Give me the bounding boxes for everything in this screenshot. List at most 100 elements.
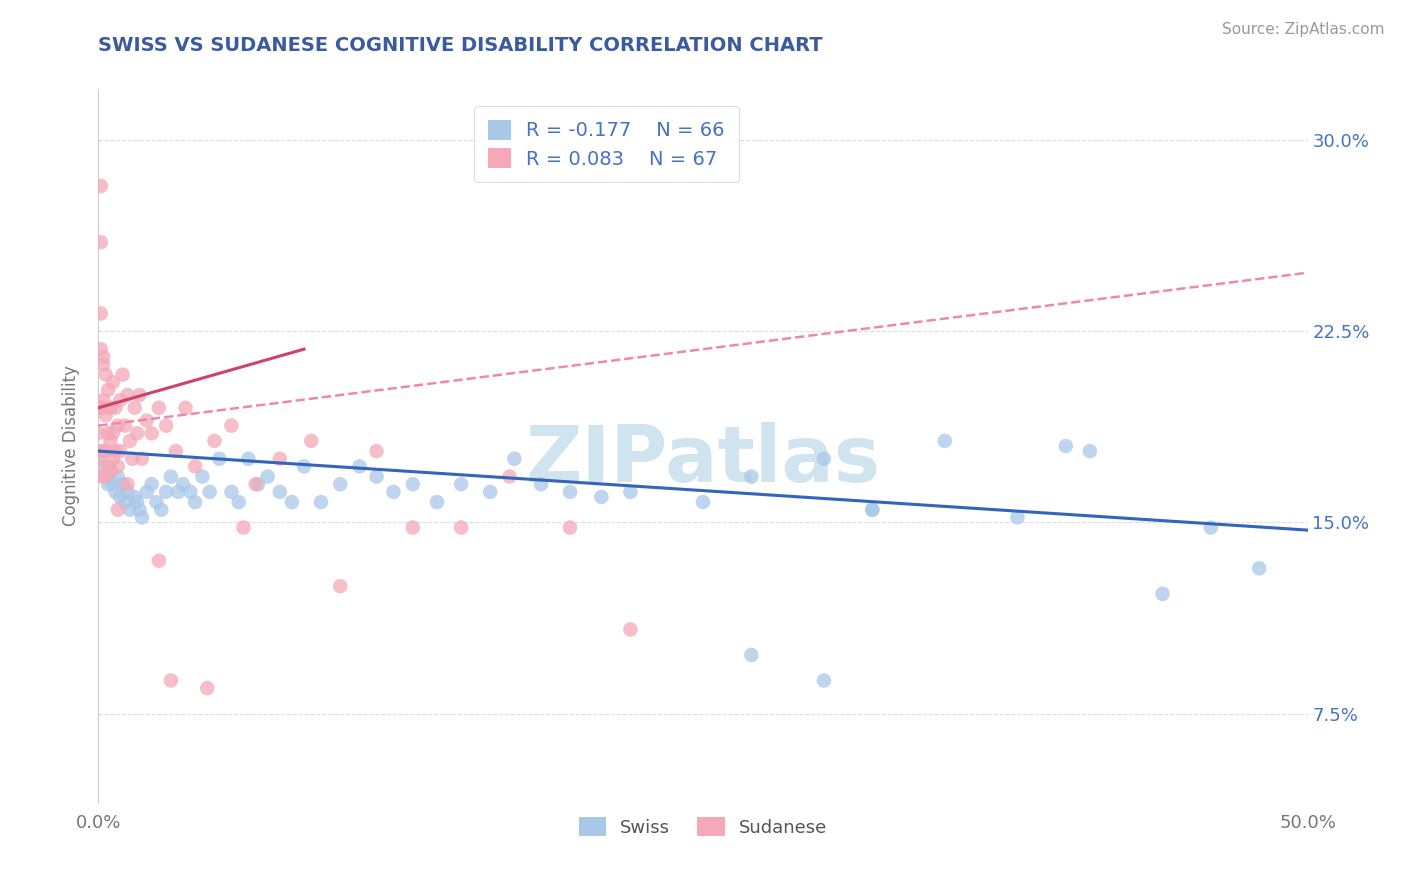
Point	[141, 426, 163, 441]
Text: SWISS VS SUDANESE COGNITIVE DISABILITY CORRELATION CHART: SWISS VS SUDANESE COGNITIVE DISABILITY C…	[98, 36, 823, 54]
Point	[118, 434, 141, 448]
Point	[87, 401, 110, 415]
Point	[91, 444, 114, 458]
Point	[94, 409, 117, 423]
Point	[366, 444, 388, 458]
Point	[1054, 439, 1077, 453]
Legend: Swiss, Sudanese: Swiss, Sudanese	[572, 810, 834, 844]
Point	[1152, 587, 1174, 601]
Point	[221, 484, 243, 499]
Point	[131, 451, 153, 466]
Point	[90, 306, 112, 320]
Point	[221, 418, 243, 433]
Point	[619, 484, 641, 499]
Point	[402, 520, 425, 534]
Point	[813, 673, 835, 688]
Point	[94, 368, 117, 382]
Point	[94, 469, 117, 483]
Point	[329, 477, 352, 491]
Point	[184, 495, 207, 509]
Point	[329, 579, 352, 593]
Point	[349, 459, 371, 474]
Point	[191, 469, 214, 483]
Point	[160, 469, 183, 483]
Text: Source: ZipAtlas.com: Source: ZipAtlas.com	[1222, 22, 1385, 37]
Point	[269, 484, 291, 499]
Point	[530, 477, 553, 491]
Point	[107, 418, 129, 433]
Point	[101, 376, 124, 390]
Text: ZIPatlas: ZIPatlas	[526, 422, 880, 499]
Point	[100, 401, 122, 415]
Point	[167, 484, 190, 499]
Point	[309, 495, 332, 509]
Point	[558, 484, 581, 499]
Point	[128, 388, 150, 402]
Point	[740, 648, 762, 662]
Point	[114, 418, 136, 433]
Point	[87, 469, 110, 483]
Point	[740, 469, 762, 483]
Point	[97, 426, 120, 441]
Point	[97, 383, 120, 397]
Point	[402, 477, 425, 491]
Point	[1078, 444, 1101, 458]
Point	[479, 484, 502, 499]
Point	[117, 484, 139, 499]
Point	[150, 502, 173, 516]
Point	[813, 451, 835, 466]
Point	[131, 510, 153, 524]
Point	[100, 465, 122, 479]
Point	[247, 477, 270, 491]
Point	[135, 413, 157, 427]
Point	[503, 451, 526, 466]
Point	[155, 484, 177, 499]
Point	[148, 554, 170, 568]
Point	[104, 401, 127, 415]
Point	[160, 673, 183, 688]
Point	[281, 495, 304, 509]
Point	[179, 484, 201, 499]
Point	[91, 393, 114, 408]
Point	[228, 495, 250, 509]
Point	[107, 502, 129, 516]
Point	[558, 520, 581, 534]
Point	[195, 681, 218, 695]
Point	[94, 444, 117, 458]
Point	[426, 495, 449, 509]
Point	[245, 477, 267, 491]
Point	[165, 444, 187, 458]
Point	[198, 484, 221, 499]
Point	[238, 451, 260, 466]
Point	[87, 451, 110, 466]
Point	[97, 459, 120, 474]
Point	[104, 484, 127, 499]
Y-axis label: Cognitive Disability: Cognitive Disability	[62, 366, 80, 526]
Point	[91, 350, 114, 364]
Point	[90, 235, 112, 249]
Point	[382, 484, 405, 499]
Point	[450, 520, 472, 534]
Point	[860, 502, 883, 516]
Point	[208, 451, 231, 466]
Point	[204, 434, 226, 448]
Point	[155, 418, 177, 433]
Point	[269, 451, 291, 466]
Point	[101, 477, 124, 491]
Point	[108, 393, 131, 408]
Point	[498, 469, 520, 483]
Point	[90, 179, 112, 194]
Point	[299, 434, 322, 448]
Point	[127, 426, 149, 441]
Point	[90, 444, 112, 458]
Point	[450, 477, 472, 491]
Point	[135, 484, 157, 499]
Point	[121, 451, 143, 466]
Point	[145, 495, 167, 509]
Point	[619, 623, 641, 637]
Point	[117, 477, 139, 491]
Point	[184, 459, 207, 474]
Point	[101, 426, 124, 441]
Point	[111, 368, 134, 382]
Point	[141, 477, 163, 491]
